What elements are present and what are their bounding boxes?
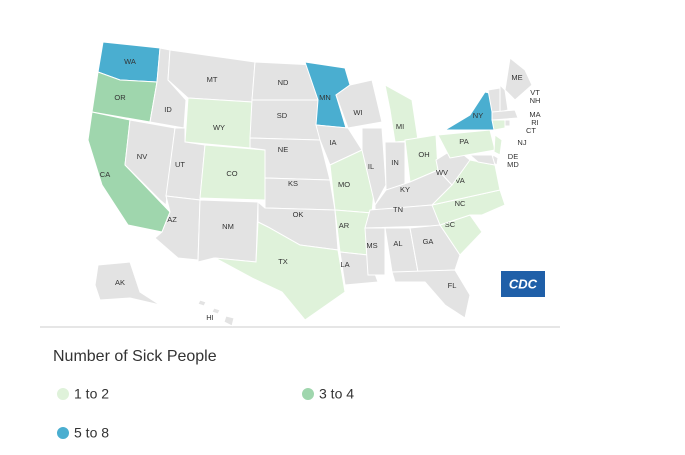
state <box>504 119 511 127</box>
state <box>335 79 383 129</box>
state <box>384 84 419 143</box>
state-label: KS <box>288 179 298 188</box>
state <box>491 119 506 131</box>
state-label: WA <box>124 57 136 66</box>
state-label: MO <box>338 180 350 189</box>
state-label: KY <box>400 185 410 194</box>
state-label: AK <box>115 278 125 287</box>
state-label: AL <box>393 239 402 248</box>
state <box>214 221 346 321</box>
state-label: DE <box>508 152 518 161</box>
state-label: NH <box>530 96 541 105</box>
cdc-logo: CDC <box>501 271 545 297</box>
state-label: MI <box>396 122 404 131</box>
legend-swatch <box>56 426 70 440</box>
state-label: NE <box>278 145 288 154</box>
state-label: VA <box>455 176 464 185</box>
state-label: MA <box>529 110 540 119</box>
state-label: IL <box>368 162 374 171</box>
state-label: NJ <box>517 138 526 147</box>
state-label: HI <box>206 313 214 322</box>
state-label: IA <box>329 138 336 147</box>
state <box>249 99 321 141</box>
state-label: VT <box>530 88 540 97</box>
state-label: CA <box>100 170 110 179</box>
state-label: IN <box>391 158 399 167</box>
legend-title: Number of Sick People <box>53 348 217 365</box>
state-label: GA <box>423 237 434 246</box>
state <box>124 119 176 206</box>
legend-label: 3 to 4 <box>319 386 354 402</box>
state-label: NY <box>473 111 483 120</box>
state-label: TN <box>393 205 403 214</box>
state <box>493 134 503 156</box>
state-label: MN <box>319 93 331 102</box>
state <box>491 109 519 121</box>
state <box>391 269 471 319</box>
state-label: NC <box>455 199 466 208</box>
state-label: NV <box>137 152 147 161</box>
legend-label: 1 to 2 <box>74 386 109 402</box>
state-label: ME <box>511 73 522 82</box>
state-label: WI <box>353 108 362 117</box>
state-label: OR <box>114 93 126 102</box>
legend-swatch <box>301 387 315 401</box>
state <box>468 154 496 166</box>
logo-text: CDC <box>509 276 538 291</box>
state-label: OH <box>418 150 429 159</box>
state-label: AR <box>339 221 350 230</box>
state-label: UT <box>175 160 185 169</box>
state-label: WV <box>436 168 448 177</box>
state-label: ID <box>164 105 172 114</box>
state-label: LA <box>340 260 349 269</box>
state-label: MS <box>366 241 377 250</box>
legend-label: 5 to 8 <box>74 425 109 441</box>
state-label: MD <box>507 160 519 169</box>
state <box>364 227 386 276</box>
state-label: PA <box>459 137 468 146</box>
state-label: SC <box>445 220 456 229</box>
state-label: TX <box>278 257 288 266</box>
state-label: FL <box>448 281 457 290</box>
state-label: OK <box>293 210 304 219</box>
state-label: CT <box>526 126 536 135</box>
state <box>197 299 235 327</box>
state <box>304 61 351 129</box>
state-label: RI <box>531 118 539 127</box>
state-label: AZ <box>167 215 177 224</box>
state-label: NM <box>222 222 234 231</box>
state-label: WY <box>213 123 225 132</box>
state <box>94 261 161 306</box>
state-label: MT <box>207 75 218 84</box>
state <box>197 199 259 263</box>
legend-swatch <box>56 387 70 401</box>
state-label: SD <box>277 111 288 120</box>
state <box>504 57 533 101</box>
state <box>264 177 336 211</box>
state-label: ND <box>278 78 289 87</box>
state-label: CO <box>226 169 237 178</box>
state <box>361 127 387 207</box>
